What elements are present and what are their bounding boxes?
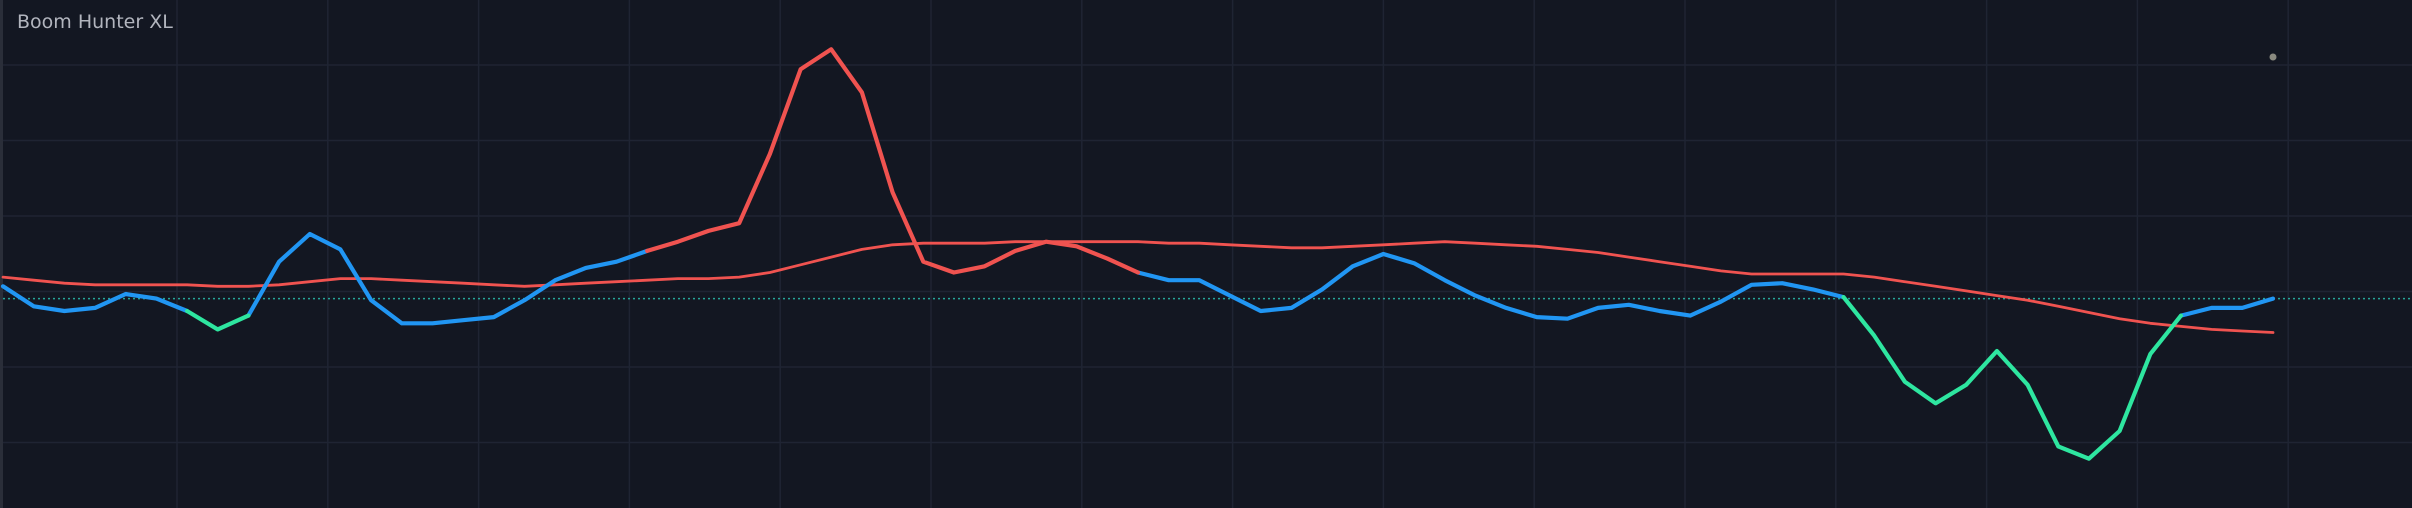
series-line <box>645 47 1141 275</box>
left-border <box>0 0 3 508</box>
status-dot <box>2269 53 2277 61</box>
series-line <box>0 231 2276 326</box>
series-line <box>185 295 2184 461</box>
series-line <box>1 240 2275 334</box>
chart-title: Boom Hunter XL <box>17 11 173 33</box>
